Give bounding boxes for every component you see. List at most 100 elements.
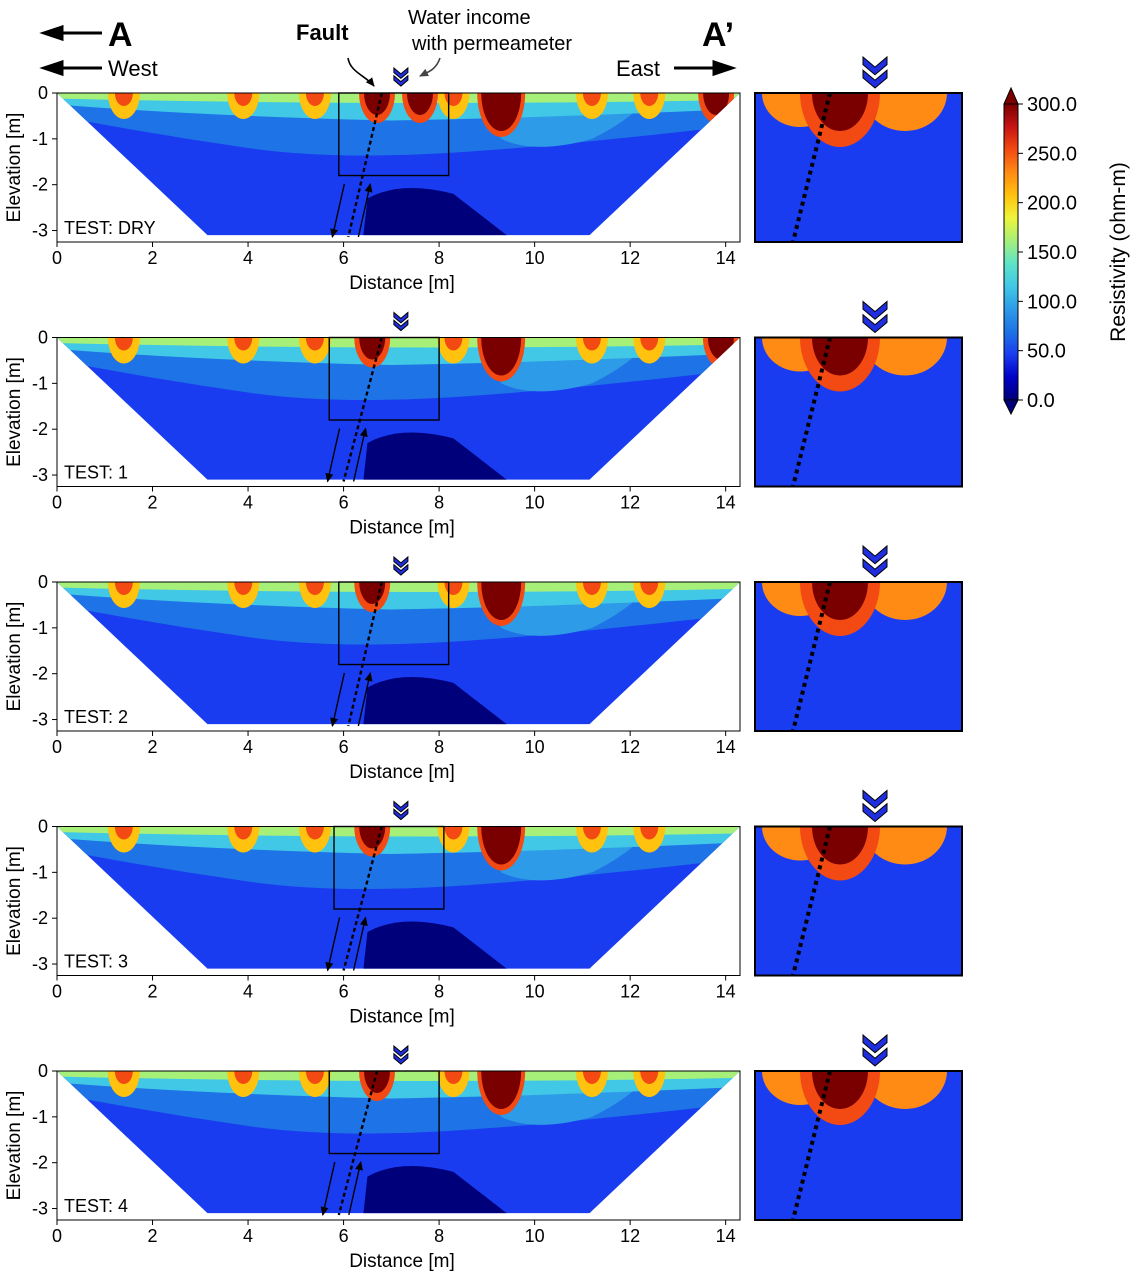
x-tick-label: 8: [434, 1226, 444, 1246]
x-axis-label: Distance [m]: [349, 518, 455, 539]
y-axis-label: Elevation [m]: [4, 357, 25, 467]
resistivity-lobe: [575, 1071, 608, 1097]
resistivity-lobe: [107, 337, 140, 364]
resistivity-lobe: [107, 826, 140, 853]
resistivity-lobe: [298, 582, 331, 608]
colorbar-tick-label: 200.0: [1027, 193, 1077, 215]
y-tick-label: -1: [32, 373, 48, 393]
y-axis-label: Elevation [m]: [4, 602, 25, 712]
zoom-fault-line: [791, 581, 832, 732]
x-tick-label: 12: [620, 248, 640, 268]
resistivity-lobe: [640, 826, 659, 840]
fault-downthrow-arrow: [320, 1161, 336, 1216]
water-income-chevron-icon: [862, 313, 888, 334]
high-resistivity-anomaly: [406, 93, 433, 115]
fault-upthrow-arrow: [352, 916, 368, 971]
profile-panels: 0 2 4 6 8 10 12 14 0 -1 -2 -3 Distance [m] Elevation …: [4, 55, 963, 1272]
profile-panel: 0 2 4 6 8 10 12 14 0 -1 -2 -3 Distance [m] Elevation …: [4, 1044, 741, 1272]
resistivity-lobe: [227, 337, 260, 364]
water-income-chevron-icon: [862, 789, 888, 809]
water-income-chevron-icon: [862, 69, 888, 89]
resistivity-lobe: [575, 337, 608, 364]
y-tick-label: -1: [32, 129, 48, 149]
resistivity-lobe: [437, 93, 470, 119]
y-tick-label: 0: [38, 328, 48, 348]
high-resistivity-anomaly: [481, 582, 522, 620]
fault-line: [347, 92, 383, 238]
colorbar-tick-label: 150.0: [1027, 242, 1077, 264]
resistivity-lobe: [107, 582, 140, 608]
low-resistivity-zone: [362, 1165, 516, 1214]
y-tick-label: 0: [38, 1061, 48, 1081]
zoom-fault-line: [791, 1070, 832, 1221]
profile-panel: 0 2 4 6 8 10 12 14 0 -1 -2 -3 Distance [m] Elevation …: [4, 555, 741, 783]
x-tick-label: 12: [620, 1226, 640, 1246]
x-tick-label: 0: [52, 982, 62, 1002]
east-arrow-icon: [674, 59, 737, 77]
y-tick-label: 0: [38, 572, 48, 592]
section-start-letter: A: [108, 16, 133, 54]
fault-label: Fault: [296, 20, 349, 45]
test-label: TEST: DRY: [64, 218, 156, 238]
resistivity-lobe: [114, 1071, 133, 1084]
x-tick-label: 8: [434, 982, 444, 1002]
resistivity-section: [57, 93, 740, 236]
test-label: TEST: 1: [64, 463, 128, 483]
colorbar-tick-label: 100.0: [1027, 291, 1077, 313]
y-tick-label: -2: [32, 664, 48, 684]
resistivity-lobe: [298, 337, 331, 364]
zoom-fault-line: [791, 337, 832, 487]
high-resistivity-anomaly: [364, 1071, 391, 1093]
profile-panel: 0 2 4 6 8 10 12 14 0 -1 -2 -3 Distance [m] Elevation …: [4, 311, 741, 539]
test-label: TEST: 4: [64, 1196, 128, 1216]
high-resistivity-anomaly: [359, 337, 386, 360]
header: A West A’ East Fault Water income with p…: [39, 7, 737, 87]
resistivity-lobe: [575, 582, 608, 608]
resistivity-lobe: [114, 826, 133, 840]
resistivity-lobe: [234, 582, 253, 595]
water-income-chevron-icon: [393, 808, 409, 821]
high-resistivity-anomaly: [481, 826, 522, 865]
x-tick-label: 0: [52, 493, 62, 513]
x-tick-label: 0: [52, 737, 62, 757]
colorbar-body: [1003, 103, 1019, 401]
resistivity-section: [57, 337, 740, 480]
resistivity-lobe: [640, 93, 659, 106]
high-resistivity-anomaly: [707, 337, 734, 360]
profile-panel: 0 2 4 6 8 10 12 14 0 -1 -2 -3 Distance [m] Elevation …: [4, 800, 741, 1028]
y-tick-label: -2: [32, 908, 48, 928]
resistivity-lobe: [227, 1071, 260, 1097]
test-label: TEST: 3: [64, 952, 128, 972]
fault-line: [337, 1070, 379, 1216]
y-tick-label: -2: [32, 175, 48, 195]
colorbar-tick-label: 300.0: [1027, 94, 1077, 116]
high-resistivity-anomaly: [359, 826, 386, 849]
resistivity-lobe: [575, 826, 608, 853]
water-income-chevron-icon: [862, 300, 888, 320]
x-tick-label: 14: [716, 737, 736, 757]
colorbar-top-cap: [1003, 86, 1019, 105]
water-income-chevron-icon: [862, 1047, 888, 1067]
y-tick-label: -3: [32, 1199, 48, 1219]
high-resistivity-anomaly: [481, 93, 522, 131]
zoom-lobe: [863, 337, 947, 376]
water-income-chevron-icon: [862, 802, 888, 823]
zoom-fault-line: [791, 92, 832, 243]
water-income-chevron-icon: [393, 311, 409, 324]
water-pointer-icon: [419, 57, 441, 77]
zoom-panel: [754, 789, 963, 977]
y-tick-label: 0: [38, 83, 48, 103]
zoom-frame: [754, 825, 963, 977]
y-tick-label: -2: [32, 419, 48, 439]
test-label: TEST: 2: [64, 707, 128, 727]
colorbar-bottom-cap: [1003, 399, 1019, 416]
x-tick-label: 8: [434, 737, 444, 757]
y-axis-label: Elevation [m]: [4, 846, 25, 956]
resistivity-lobe: [234, 93, 253, 106]
zoom-panel: [754, 1033, 963, 1221]
x-tick-label: 4: [243, 737, 253, 757]
x-axis-label: Distance [m]: [349, 273, 455, 294]
zoom-section: [755, 1071, 962, 1220]
y-axis-label: Elevation [m]: [4, 113, 25, 223]
